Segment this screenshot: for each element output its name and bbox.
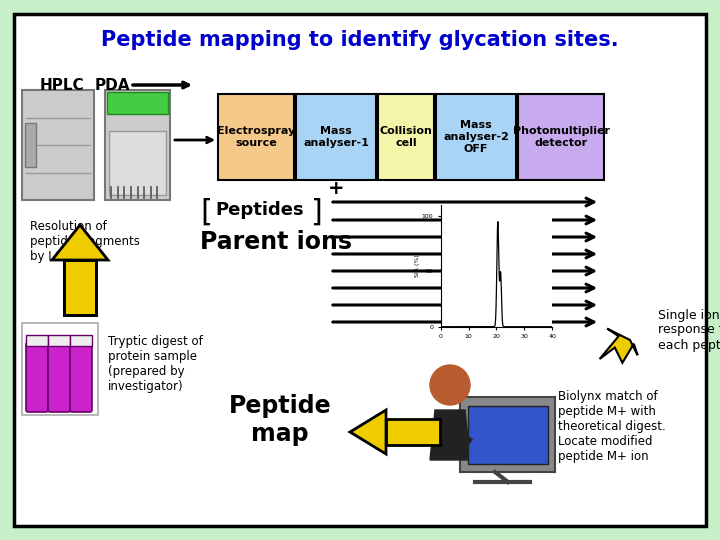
- Text: Mass
analyser-1: Mass analyser-1: [303, 126, 369, 148]
- Text: Collision
cell: Collision cell: [379, 126, 433, 148]
- FancyBboxPatch shape: [378, 94, 434, 180]
- Polygon shape: [600, 329, 638, 363]
- FancyBboxPatch shape: [107, 92, 168, 114]
- FancyBboxPatch shape: [26, 335, 48, 346]
- FancyBboxPatch shape: [518, 94, 604, 180]
- Text: ]: ]: [310, 198, 322, 226]
- FancyBboxPatch shape: [109, 131, 166, 194]
- FancyBboxPatch shape: [460, 397, 555, 472]
- Text: Electrospray
source: Electrospray source: [217, 126, 295, 148]
- Text: HPLC: HPLC: [40, 78, 85, 92]
- FancyBboxPatch shape: [64, 260, 96, 315]
- Text: Single ion
response for
each peptide: Single ion response for each peptide: [658, 308, 720, 352]
- FancyBboxPatch shape: [436, 94, 516, 180]
- FancyBboxPatch shape: [48, 335, 70, 346]
- FancyBboxPatch shape: [218, 94, 294, 180]
- FancyBboxPatch shape: [70, 342, 92, 412]
- Polygon shape: [430, 410, 470, 460]
- Polygon shape: [52, 225, 108, 260]
- FancyBboxPatch shape: [48, 342, 70, 412]
- Text: [: [: [200, 198, 212, 226]
- FancyBboxPatch shape: [296, 94, 376, 180]
- Text: Peptides: Peptides: [215, 201, 304, 219]
- Text: +: +: [328, 179, 344, 198]
- FancyBboxPatch shape: [468, 406, 548, 464]
- Text: Tryptic digest of
protein sample
(prepared by
investigator): Tryptic digest of protein sample (prepar…: [108, 335, 203, 393]
- FancyBboxPatch shape: [26, 342, 48, 412]
- FancyBboxPatch shape: [105, 90, 170, 200]
- FancyBboxPatch shape: [14, 14, 706, 526]
- FancyBboxPatch shape: [25, 123, 36, 167]
- Circle shape: [430, 365, 470, 405]
- Text: Mass
analyser-2
OFF: Mass analyser-2 OFF: [443, 120, 509, 153]
- Text: Parent ions: Parent ions: [200, 230, 352, 254]
- Text: Resolution of
peptide fragments
by LC: Resolution of peptide fragments by LC: [30, 220, 140, 263]
- Text: Photomultiplier
detector: Photomultiplier detector: [513, 126, 610, 148]
- FancyBboxPatch shape: [70, 335, 92, 346]
- FancyBboxPatch shape: [386, 419, 440, 445]
- Text: Peptide
map: Peptide map: [229, 394, 331, 446]
- FancyBboxPatch shape: [22, 90, 94, 200]
- Polygon shape: [350, 410, 386, 454]
- Text: Peptide mapping to identify glycation sites.: Peptide mapping to identify glycation si…: [102, 30, 618, 50]
- Text: PDA: PDA: [95, 78, 130, 92]
- Y-axis label: SIR (%): SIR (%): [415, 254, 420, 278]
- Text: Biolynx match of
peptide M+ with
theoretical digest.
Locate modified
peptide M+ : Biolynx match of peptide M+ with theoret…: [558, 390, 666, 463]
